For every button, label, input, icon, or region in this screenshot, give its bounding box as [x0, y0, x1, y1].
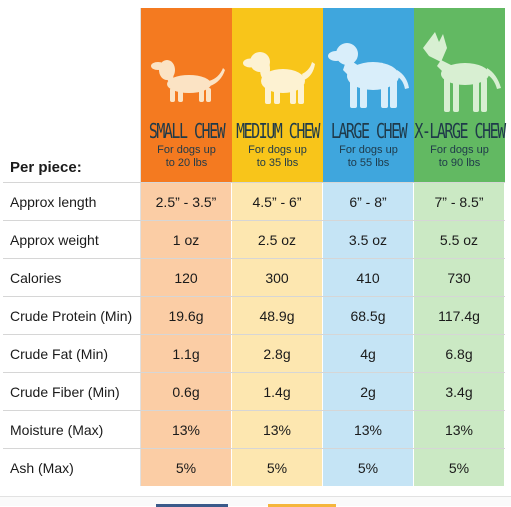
table-row: Calories 120 300 410 730: [3, 258, 505, 296]
chew-weight-line: For dogs up: [157, 144, 216, 156]
row-label: Approx weight: [3, 221, 141, 258]
cell-value: 6” - 8”: [323, 183, 414, 220]
retriever-icon: [323, 26, 414, 122]
cell-value: 2.5 oz: [232, 221, 323, 258]
row-label: Ash (Max): [3, 449, 141, 486]
row-label: Approx length: [3, 183, 141, 220]
chew-weight-line: to 35 lbs: [256, 157, 299, 169]
column-header-medium: MEDIUM CHEW For dogs up to 35 lbs: [232, 8, 323, 182]
column-header-large: LARGE CHEW For dogs up to 55 lbs: [323, 8, 414, 182]
cell-value: 13%: [414, 411, 505, 448]
row-label: Moisture (Max): [3, 411, 141, 448]
cell-value: 2.8g: [232, 335, 323, 372]
chew-name-xlarge: X-LARGE CHEW: [414, 119, 506, 144]
table-row: Ash (Max) 5% 5% 5% 5%: [3, 448, 505, 486]
cell-value: 1 oz: [141, 221, 232, 258]
column-header-xlarge: X-LARGE CHEW For dogs up to 90 lbs: [414, 8, 506, 182]
chew-weight-line: to 20 lbs: [165, 157, 208, 169]
row-label: Crude Protein (Min): [3, 297, 141, 334]
cell-value: 0.6g: [141, 373, 232, 410]
cell-value: 3.4g: [414, 373, 505, 410]
chew-weight-small: For dogs up to 20 lbs: [147, 144, 226, 170]
cell-value: 19.6g: [141, 297, 232, 334]
cell-value: 5%: [414, 449, 505, 486]
table-row: Approx weight 1 oz 2.5 oz 3.5 oz 5.5 oz: [3, 220, 505, 258]
cell-value: 68.5g: [323, 297, 414, 334]
row-label: Crude Fiber (Min): [3, 373, 141, 410]
chew-weight-line: to 55 lbs: [347, 157, 390, 169]
row-label: Crude Fat (Min): [3, 335, 141, 372]
cell-value: 13%: [141, 411, 232, 448]
label-column-header: Per piece:: [3, 8, 141, 182]
cell-value: 48.9g: [232, 297, 323, 334]
table-row: Crude Fiber (Min) 0.6g 1.4g 2g 3.4g: [3, 372, 505, 410]
cell-value: 5%: [323, 449, 414, 486]
chew-weight-line: For dogs up: [339, 144, 398, 156]
table-row: Moisture (Max) 13% 13% 13% 13%: [3, 410, 505, 448]
table-header-row: Per piece: S: [3, 8, 506, 182]
cell-value: 4g: [323, 335, 414, 372]
dachshund-icon: [141, 26, 232, 122]
cell-value: 5%: [232, 449, 323, 486]
table-row: Approx length 2.5” - 3.5” 4.5” - 6” 6” -…: [3, 182, 505, 220]
chew-name-large: LARGE CHEW: [330, 119, 408, 144]
cell-value: 117.4g: [414, 297, 505, 334]
cell-value: 5.5 oz: [414, 221, 505, 258]
chew-weight-line: For dogs up: [248, 144, 307, 156]
per-piece-heading: Per piece:: [10, 159, 82, 176]
chew-weight-large: For dogs up to 55 lbs: [329, 144, 408, 170]
column-header-small: SMALL CHEW For dogs up to 20 lbs: [141, 8, 232, 182]
row-label: Calories: [3, 259, 141, 296]
chew-weight-line: For dogs up: [430, 144, 489, 156]
cell-value: 730: [414, 259, 505, 296]
chew-name-medium: MEDIUM CHEW: [236, 119, 320, 144]
great-dane-icon: [414, 26, 505, 122]
cell-value: 2g: [323, 373, 414, 410]
cell-value: 1.4g: [232, 373, 323, 410]
cell-value: 13%: [323, 411, 414, 448]
cell-value: 120: [141, 259, 232, 296]
chew-weight-line: to 90 lbs: [438, 157, 481, 169]
table-row: Crude Fat (Min) 1.1g 2.8g 4g 6.8g: [3, 334, 505, 372]
cell-value: 2.5” - 3.5”: [141, 183, 232, 220]
chew-name-small: SMALL CHEW: [148, 119, 226, 144]
cell-value: 5%: [141, 449, 232, 486]
cell-value: 6.8g: [414, 335, 505, 372]
cell-value: 300: [232, 259, 323, 296]
chew-weight-xlarge: For dogs up to 90 lbs: [420, 144, 499, 170]
table-row: Crude Protein (Min) 19.6g 48.9g 68.5g 11…: [3, 296, 505, 334]
spaniel-icon: [232, 26, 323, 122]
size-comparison-table: Per piece: S: [3, 8, 506, 486]
cell-value: 1.1g: [141, 335, 232, 372]
chew-weight-medium: For dogs up to 35 lbs: [238, 144, 317, 170]
cell-value: 7” - 8.5”: [414, 183, 505, 220]
cell-value: 4.5” - 6”: [232, 183, 323, 220]
cell-value: 13%: [232, 411, 323, 448]
cell-value: 410: [323, 259, 414, 296]
thumbnail-strip: [0, 496, 511, 507]
cell-value: 3.5 oz: [323, 221, 414, 258]
